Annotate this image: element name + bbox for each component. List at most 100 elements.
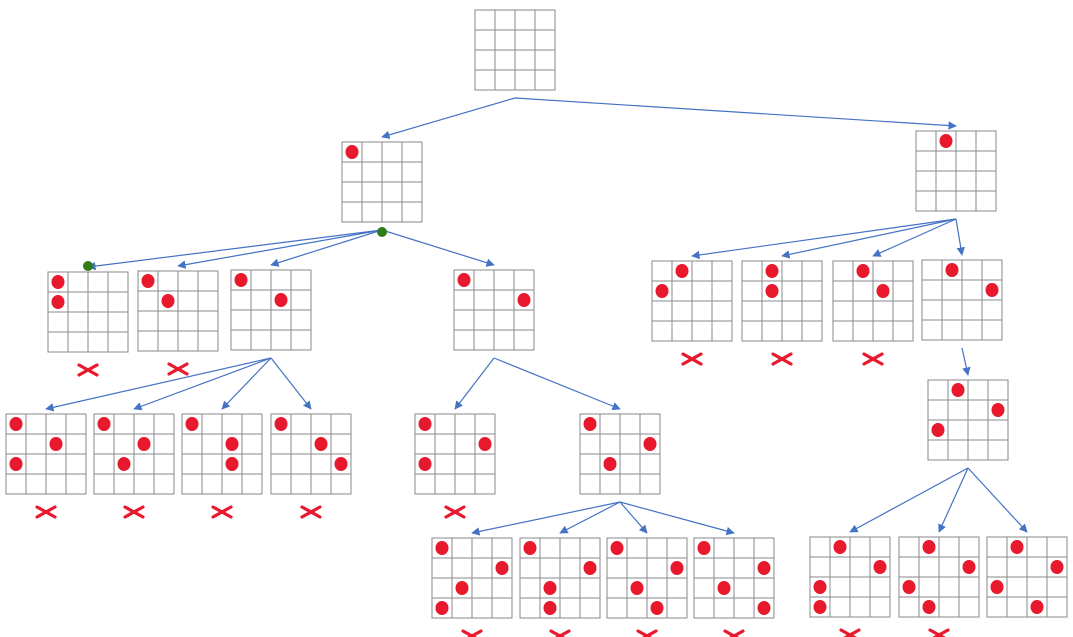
queen-marker (543, 601, 557, 615)
queen-marker (670, 561, 684, 575)
queen-marker (962, 560, 976, 574)
queen-marker (939, 134, 953, 148)
queen-marker (274, 417, 288, 431)
board-c0-d-b-d (693, 537, 775, 619)
reject-x-mark (300, 505, 322, 519)
queen-marker (876, 284, 890, 298)
edge-c1-d-a-to-c1-d-a-a (849, 467, 969, 533)
queen-marker (435, 541, 449, 555)
reject-x-mark (681, 352, 703, 366)
reject-x-mark (723, 629, 745, 637)
queen-marker (765, 284, 779, 298)
queen-marker (583, 561, 597, 575)
board-c1-b (741, 260, 823, 342)
edge-c0-to-c0-c (270, 229, 383, 267)
queen-marker (9, 417, 23, 431)
queen-marker (655, 284, 669, 298)
edge-c1-to-c1-c (872, 218, 957, 257)
board-c0-d-a (414, 413, 496, 495)
queen-marker (610, 541, 624, 555)
board-c1-d-a (927, 379, 1009, 461)
queen-marker (922, 540, 936, 554)
board-c0-c-b (93, 413, 175, 495)
queen-marker (225, 457, 239, 471)
reject-x-mark (549, 629, 571, 637)
edge-c0-c-to-c0-c-b (133, 357, 272, 411)
queen-marker (543, 581, 557, 595)
queen-marker (51, 275, 65, 289)
queen-marker (495, 561, 509, 575)
board-c0-c-c (181, 413, 263, 495)
reject-x-mark (928, 628, 950, 637)
tree-edges (45, 97, 1028, 536)
board-c0-d-b-c (606, 537, 688, 619)
edge-c0-to-c0-a (87, 229, 383, 271)
edge-c0-c-to-c0-c-d (270, 357, 312, 410)
board-c0-a (47, 271, 129, 353)
queen-marker (856, 264, 870, 278)
reject-x-mark (211, 505, 233, 519)
edge-c0-d-b-to-c0-d-b-c (619, 501, 648, 534)
queen-marker (757, 561, 771, 575)
queen-marker (523, 541, 537, 555)
queen-marker (234, 273, 248, 287)
queen-marker (225, 437, 239, 451)
queen-marker (902, 580, 916, 594)
queen-marker (583, 417, 597, 431)
queen-marker (97, 417, 111, 431)
queen-marker (117, 457, 131, 471)
edge-c1-to-c1-b (781, 218, 957, 259)
board-c0-d-b-a (431, 537, 513, 619)
queen-marker (1010, 540, 1024, 554)
queen-marker (813, 600, 827, 614)
reject-x-mark (35, 505, 57, 519)
queen-marker (314, 437, 328, 451)
edge-c1-d-a-to-c1-d-a-c (967, 467, 1028, 533)
branch-dot (83, 261, 93, 271)
queen-marker (630, 581, 644, 595)
queen-marker (951, 383, 965, 397)
board-c1-c (832, 260, 914, 342)
queen-marker (717, 581, 731, 595)
queen-marker (922, 600, 936, 614)
board-c1-a (651, 260, 733, 342)
branch-dot (377, 227, 387, 237)
board-c0-d (453, 269, 535, 351)
edge-c0-to-c0-b (177, 229, 383, 269)
reject-x-mark (167, 362, 189, 376)
queen-marker (757, 601, 771, 615)
queen-marker (833, 540, 847, 554)
board-c0-d-b-b (519, 537, 601, 619)
edge-c1-d-a-to-c1-d-a-b (938, 467, 969, 533)
reject-x-mark (461, 629, 483, 637)
board-c1-d-a-b (898, 536, 980, 618)
board-c1-d-a-c (986, 536, 1068, 618)
board-c1-d (921, 259, 1003, 341)
queen-marker (9, 457, 23, 471)
branch-dots (83, 227, 387, 271)
edge-c0-d-to-c0-d-a (454, 357, 495, 410)
edge-c0-c-to-c0-c-c (221, 357, 272, 410)
queen-marker (455, 581, 469, 595)
queen-marker (418, 457, 432, 471)
edge-c0-d-b-to-c0-d-b-d (619, 501, 735, 536)
edge-root-to-c0 (381, 97, 516, 139)
board-c0 (341, 141, 423, 223)
queen-marker (345, 145, 359, 159)
queen-marker (418, 417, 432, 431)
queen-marker (643, 437, 657, 451)
edge-c0-to-c0-d (381, 229, 495, 267)
board-c1 (915, 130, 997, 212)
board-c1-d-a-a (809, 536, 891, 618)
queen-marker (931, 423, 945, 437)
queen-marker (675, 264, 689, 278)
queen-marker (650, 601, 664, 615)
board-root (474, 9, 556, 91)
queen-marker (274, 293, 288, 307)
queen-marker (1030, 600, 1044, 614)
queen-marker (1050, 560, 1064, 574)
reject-x-mark (123, 505, 145, 519)
queen-marker (603, 457, 617, 471)
queen-marker (49, 437, 63, 451)
